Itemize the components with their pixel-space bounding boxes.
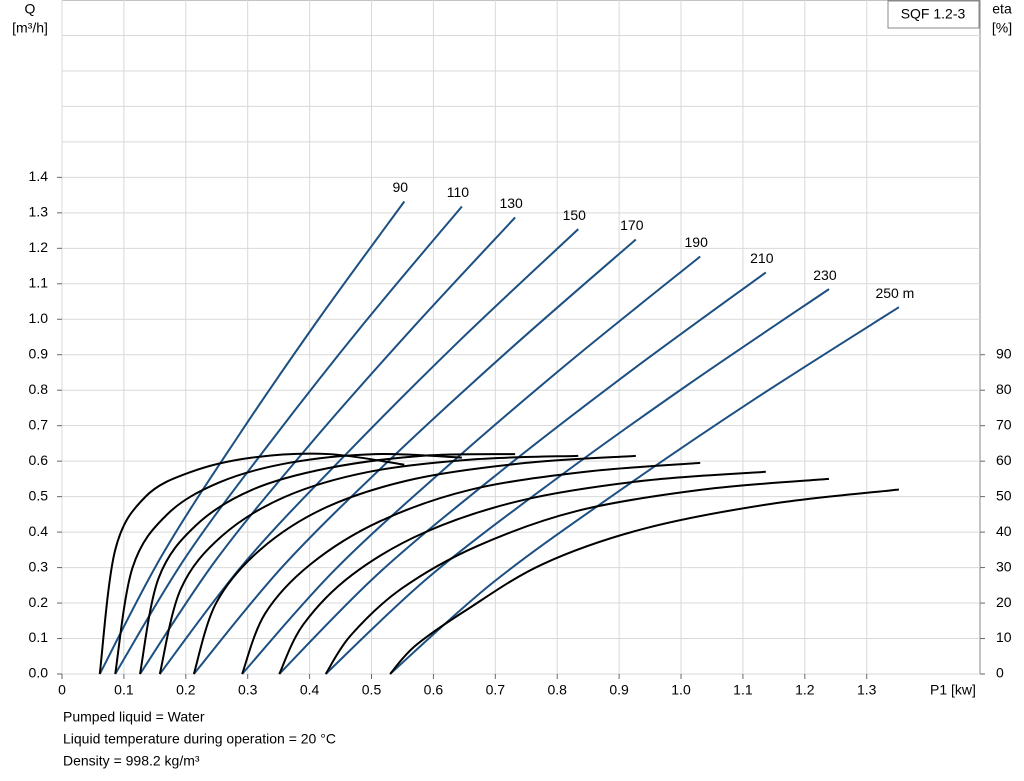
y2-axis-unit: [%] (992, 20, 1012, 36)
x-tick-label: 0.9 (609, 682, 629, 698)
y2-tick-label: 50 (996, 487, 1012, 503)
x-tick-label: 0.6 (424, 682, 444, 698)
y-axis-unit: [m³/h] (12, 20, 48, 36)
note: Liquid temperature during operation = 20… (63, 731, 336, 747)
x-tick-label: 0.1 (114, 682, 134, 698)
y2-tick-label: 80 (996, 381, 1012, 397)
y-tick-label: 0.4 (29, 523, 49, 539)
y2-tick-label: 10 (996, 629, 1012, 645)
efficiency-curve (241, 461, 701, 675)
y-tick-label: 0.0 (29, 665, 49, 681)
y2-tick-label: 0 (996, 665, 1004, 681)
x-axis-label: P1 [kw] (930, 682, 976, 698)
efficiency-curve (389, 488, 900, 675)
flow-curve (139, 216, 516, 675)
y-axis-label: Q (25, 1, 36, 17)
flow-curve (98, 200, 406, 675)
curve-label: 230 (813, 267, 837, 283)
x-tick-label: 0 (58, 682, 66, 698)
y-tick-label: 1.4 (29, 168, 49, 184)
x-tick-label: 1.1 (733, 682, 753, 698)
x-tick-label: 0.3 (238, 682, 258, 698)
curve-label: 250 m (875, 285, 914, 301)
flow-curve (241, 255, 701, 675)
y2-tick-label: 90 (996, 345, 1012, 361)
flow-curve (389, 306, 900, 675)
x-tick-label: 0.7 (486, 682, 506, 698)
y-tick-label: 1.3 (29, 204, 49, 220)
note: Density = 998.2 kg/m³ (63, 753, 200, 769)
curve-label: 110 (447, 184, 470, 200)
y-tick-label: 0.6 (29, 452, 49, 468)
x-tick-label: 0.4 (300, 682, 320, 698)
curve-label: 150 (563, 207, 587, 223)
curve-label: 90 (393, 179, 409, 195)
x-tick-label: 1.3 (857, 682, 877, 698)
x-tick-label: 0.5 (362, 682, 382, 698)
y-tick-label: 1.2 (29, 239, 49, 255)
efficiency-curve (114, 452, 462, 675)
efficiency-curve (139, 453, 516, 675)
y2-axis-label: eta (992, 1, 1012, 17)
flow-curve (278, 271, 767, 675)
chart-title: SQF 1.2-3 (901, 6, 966, 22)
curve-label: 190 (685, 234, 709, 250)
efficiency-curve (98, 452, 405, 675)
flow-curve (193, 238, 637, 675)
y-tick-label: 1.0 (29, 310, 49, 326)
y-tick-label: 0.1 (29, 629, 49, 645)
y-tick-label: 0.2 (29, 594, 49, 610)
x-tick-label: 0.8 (547, 682, 567, 698)
efficiency-curve (158, 454, 579, 675)
y2-tick-label: 70 (996, 416, 1012, 432)
y2-tick-label: 60 (996, 452, 1012, 468)
y-tick-label: 0.7 (29, 416, 49, 432)
efficiency-curve (278, 470, 766, 675)
y-tick-label: 0.5 (29, 487, 49, 503)
y-tick-label: 0.3 (29, 558, 49, 574)
title-box (887, 0, 980, 29)
flow-curve (114, 205, 463, 675)
curve-label: 170 (620, 217, 644, 233)
y-tick-label: 0.9 (29, 345, 49, 361)
y2-tick-label: 20 (996, 594, 1012, 610)
flow-curve (325, 288, 830, 675)
plot-frame (61, 0, 981, 675)
x-tick-label: 1.2 (795, 682, 815, 698)
note: Pumped liquid = Water (63, 709, 205, 725)
curve-label: 130 (499, 195, 523, 211)
efficiency-curve (192, 454, 636, 675)
y-tick-label: 1.1 (29, 274, 49, 290)
y2-tick-label: 30 (996, 558, 1012, 574)
flow-curve (159, 228, 579, 675)
x-tick-label: 1.0 (671, 682, 691, 698)
x-tick-label: 0.2 (176, 682, 196, 698)
curve-label: 210 (750, 250, 774, 266)
y2-tick-label: 40 (996, 523, 1012, 539)
y-tick-label: 0.8 (29, 381, 49, 397)
efficiency-curve (324, 477, 830, 675)
